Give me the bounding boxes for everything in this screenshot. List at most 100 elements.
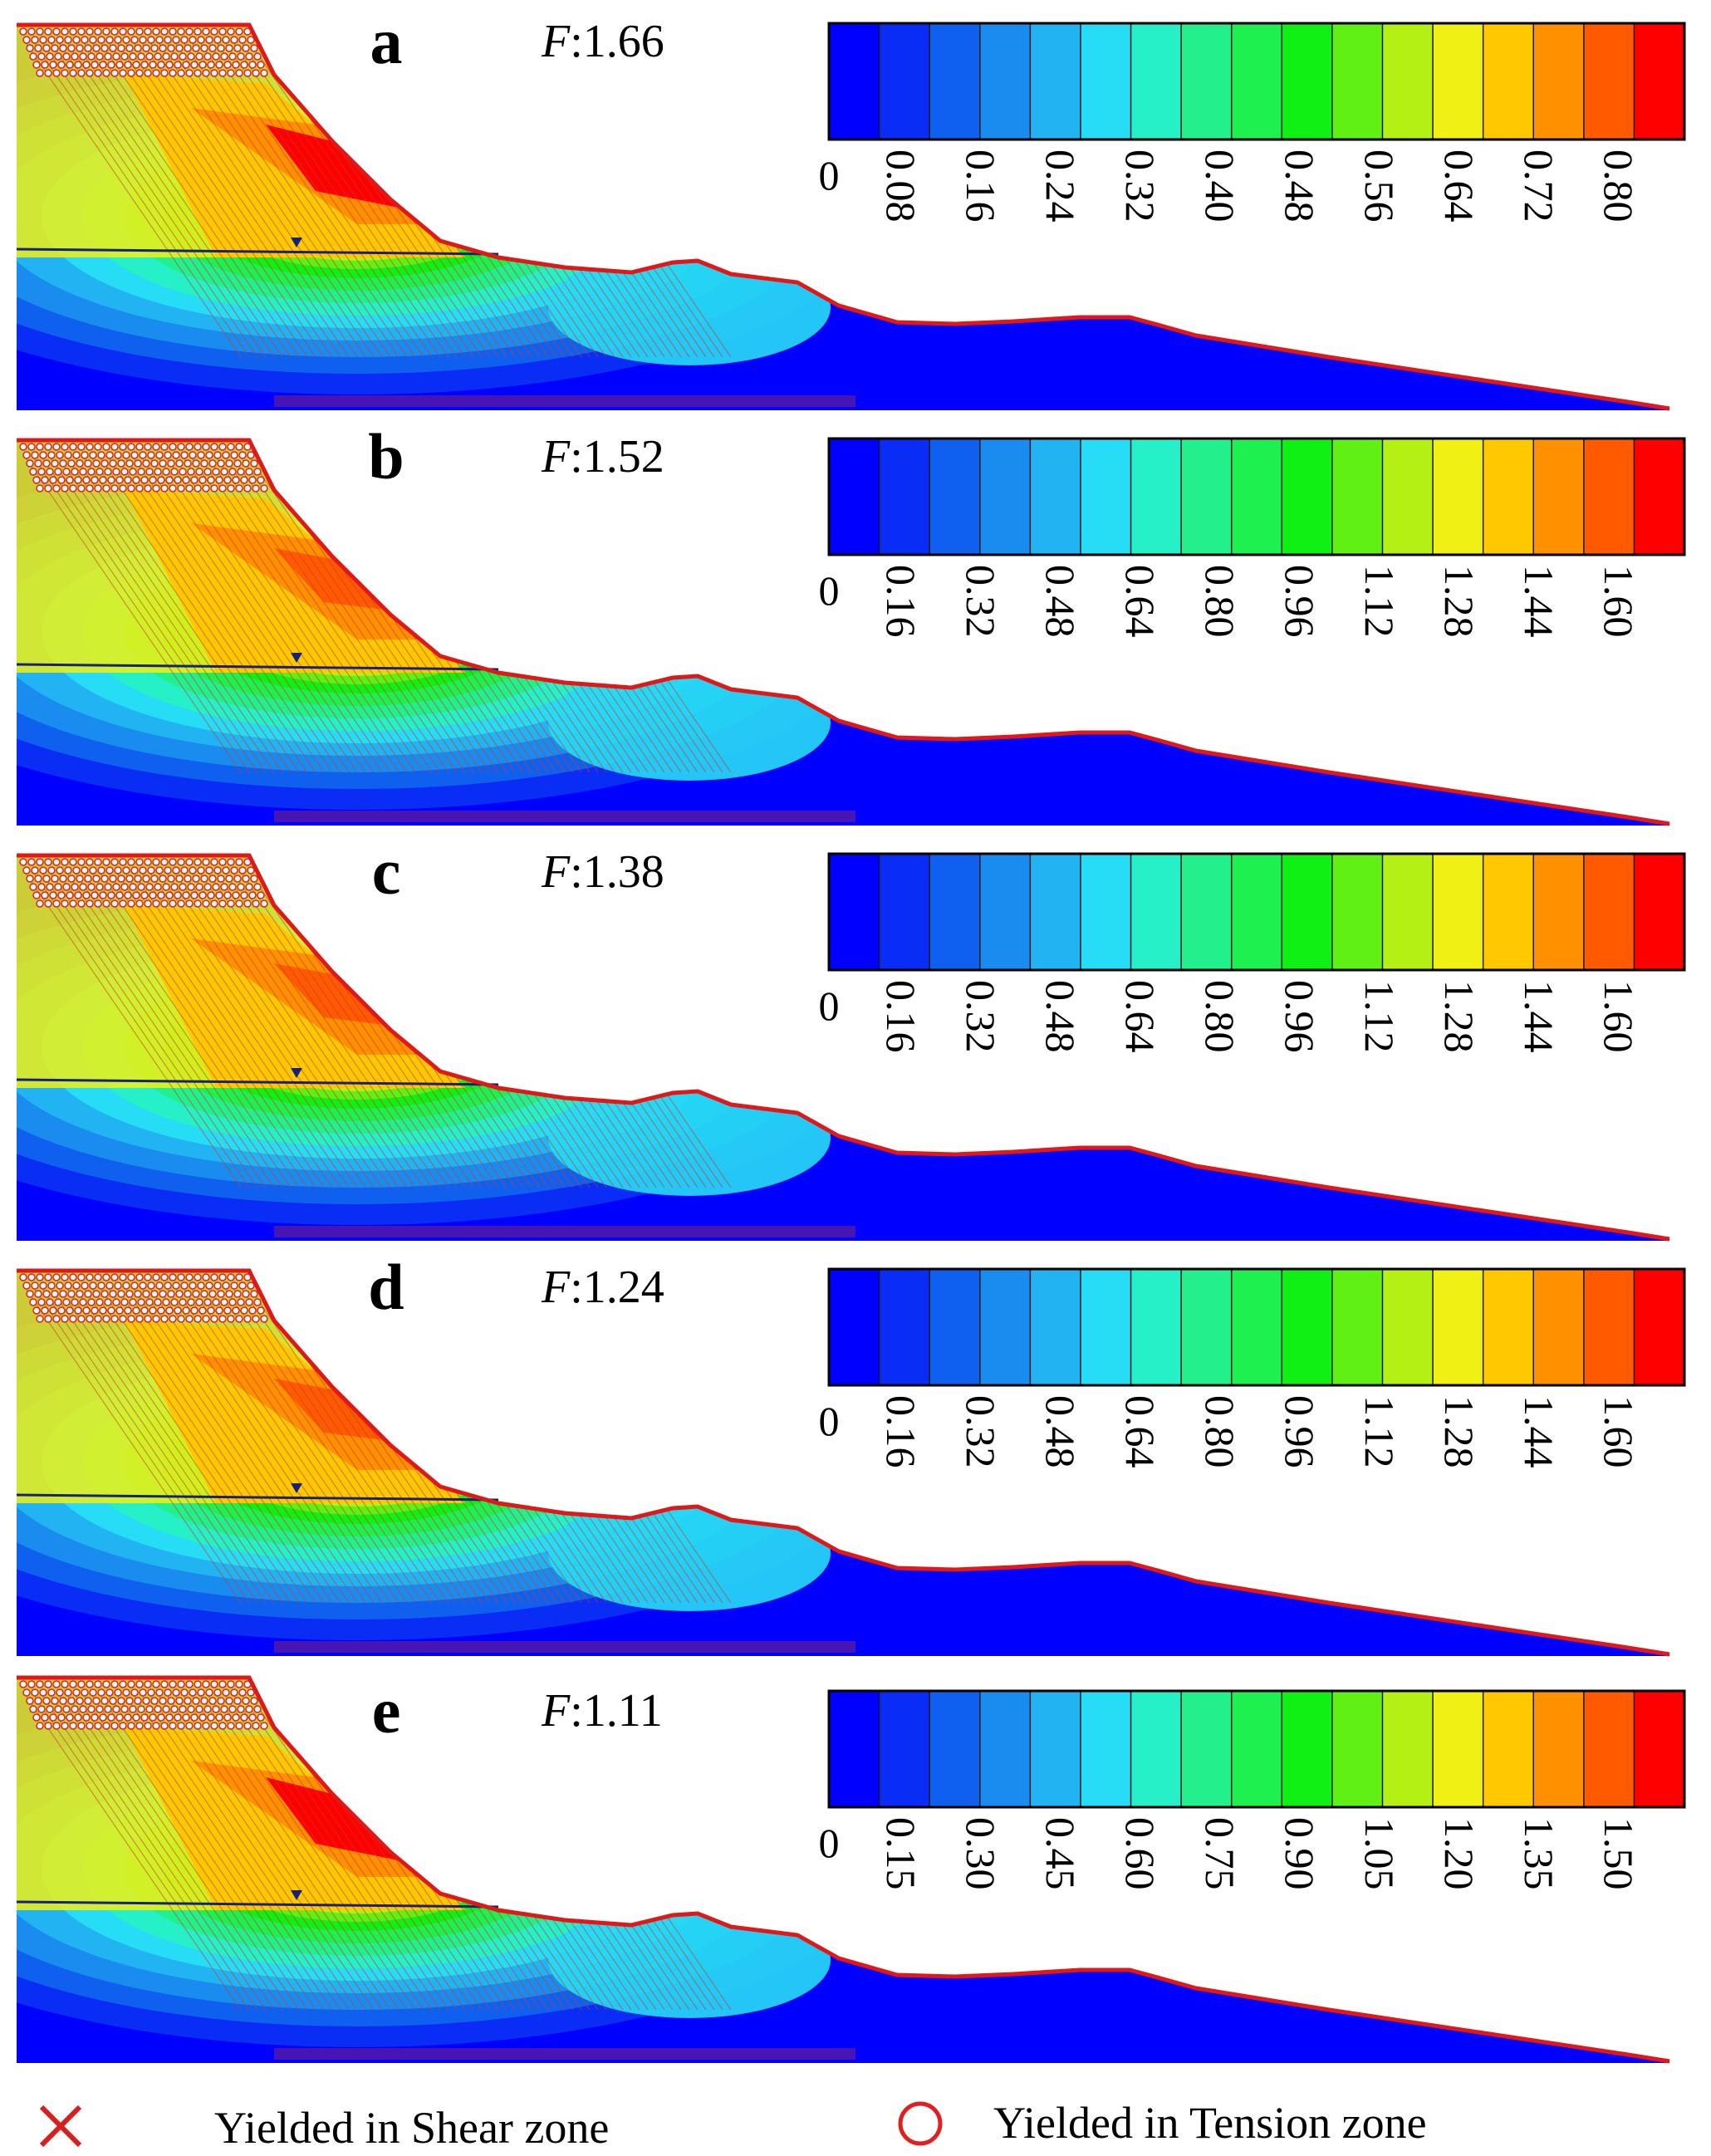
colorbar-tick-label: 0.16: [958, 149, 1004, 223]
tension-zone-marker-icon: [898, 2101, 943, 2146]
colorbar-swatch: [979, 853, 1032, 971]
water-table-line: [16, 663, 499, 671]
colorbar-tick-label: 0.96: [1277, 565, 1323, 638]
panel-letter: a: [370, 5, 403, 77]
colorbar-swatch: [1331, 22, 1384, 140]
colorbar-swatch: [1482, 1690, 1535, 1808]
colorbar-swatch: [1482, 438, 1535, 556]
colorbar: 0 0.16 0.32 0.48 0.64 0.80 0.96 1.12 1.28 1.44 1.6…: [819, 1267, 1686, 1468]
colorbar-tick-label: 0.45: [1037, 1817, 1084, 1890]
panel-letter: e: [372, 1674, 401, 1747]
colorbar-tick-label: 0.32: [958, 1395, 1004, 1468]
colorbar-swatch: [1432, 1268, 1484, 1386]
colorbar-swatch: [1532, 22, 1586, 140]
panel-b: b F:1.52 0 0.16 0.32 0.48 0.64 0.80 0.96 1.12 1.28…: [16, 420, 1686, 826]
colorbar-swatch: [1482, 22, 1535, 140]
colorbar-swatch: [1029, 853, 1082, 971]
colorbar-swatch: [1633, 22, 1686, 140]
colorbar-swatch: [1130, 853, 1183, 971]
water-table-line: [16, 247, 499, 256]
colorbar-swatch: [1230, 853, 1283, 971]
base-shear-band: [274, 811, 856, 822]
colorbar-tick-label: 0.48: [1037, 565, 1084, 638]
colorbar-tick-label: 0.56: [1356, 149, 1403, 223]
colorbar-swatch: [1583, 1690, 1635, 1808]
fos-value: :1.24: [570, 1262, 664, 1313]
colorbar-tick-label: 0.75: [1197, 1817, 1243, 1890]
colorbar: 0 0.16 0.32 0.48 0.64 0.80 0.96 1.12 1.28 1.44 1.6…: [819, 852, 1686, 1053]
colorbar-tick-label: 0.16: [878, 1395, 924, 1468]
colorbar-swatch: [1130, 1690, 1183, 1808]
colorbar-swatch: [929, 438, 982, 556]
colorbar-swatch: [878, 22, 931, 140]
colorbar-tick-label: 0.80: [1197, 980, 1243, 1053]
colorbar-tick-label: 0: [819, 152, 840, 198]
panel-letter: b: [368, 420, 404, 492]
colorbar-tick-label: 1.44: [1516, 565, 1562, 638]
colorbar-tick-label: 1.60: [1596, 1395, 1642, 1468]
fos-symbol: F: [541, 1685, 571, 1737]
colorbar-swatch: [878, 1690, 931, 1808]
fos-value: :1.38: [570, 846, 664, 898]
colorbar-swatch: [1281, 438, 1334, 556]
slope-surface: [17, 438, 1670, 826]
colorbar-tick-label: 0: [819, 982, 840, 1029]
colorbar-tick-label: 0.64: [1436, 149, 1483, 223]
slope-surface: [17, 1675, 1670, 2064]
colorbar-swatch: [1029, 438, 1082, 556]
panel-d: d F:1.24 0 0.16 0.32 0.48 0.64 0.80 0.96 1.12 1.28…: [16, 1251, 1686, 1657]
colorbar-swatch: [1080, 853, 1132, 971]
factor-of-safety: F:1.52: [541, 431, 664, 483]
colorbar-swatch: [979, 1690, 1032, 1808]
colorbar-swatch: [929, 853, 982, 971]
colorbar-swatch: [1080, 1268, 1132, 1386]
colorbar-swatch: [979, 438, 1032, 556]
colorbar: 0 0.16 0.32 0.48 0.64 0.80 0.96 1.12 1.28 1.44 1.6…: [819, 437, 1686, 638]
colorbar-swatch: [1230, 1690, 1283, 1808]
colorbar-swatch: [1532, 853, 1586, 971]
colorbar-swatch: [878, 438, 931, 556]
colorbar-tick-label: 1.12: [1356, 565, 1403, 638]
colorbar-swatch: [1381, 22, 1434, 140]
colorbar-tick-label: 0.48: [1277, 149, 1323, 223]
panel-a: a F:1.66 0 0.08 0.16 0.24 0.32 0.40 0.48 0.56 0.64…: [16, 5, 1686, 411]
colorbar-tick-label: 0.96: [1277, 1395, 1323, 1468]
colorbar-swatch: [1633, 853, 1686, 971]
colorbar-swatch: [1230, 22, 1283, 140]
colorbar-swatch: [1281, 853, 1334, 971]
tension-yield-markers: [19, 1680, 268, 1730]
colorbar-swatch: [1080, 1690, 1132, 1808]
colorbar-swatch: [1331, 1690, 1384, 1808]
colorbar-swatch: [1180, 22, 1233, 140]
colorbar-tick-label: 0.16: [878, 980, 924, 1053]
colorbar-swatch: [1180, 853, 1233, 971]
colorbar-swatch: [1281, 22, 1334, 140]
colorbar-swatch: [1482, 1268, 1535, 1386]
colorbar-swatch: [1180, 1690, 1233, 1808]
colorbar-swatch: [828, 853, 880, 971]
fos-symbol: F: [541, 846, 571, 898]
panels-group: a F:1.660 0.08 0.16 0.24 0.32 0.40 0.48 0.56 0.64…: [16, 5, 1686, 2064]
colorbar-swatch: [1029, 22, 1082, 140]
colorbar-swatch: [828, 438, 880, 556]
colorbar-tick-label: 0.24: [1037, 149, 1084, 223]
colorbar-tick-label: 0.08: [878, 149, 924, 223]
colorbar-swatch: [1432, 853, 1484, 971]
colorbar-swatch: [1532, 438, 1586, 556]
tension-yield-markers: [19, 27, 268, 77]
colorbar-swatch: [929, 22, 982, 140]
colorbar-tick-label: 0: [819, 1820, 840, 1866]
colorbar-tick-label: 0.16: [878, 565, 924, 638]
slope-surface: [17, 1268, 1670, 1657]
colorbar-tick-label: 0.32: [1117, 149, 1164, 223]
tension-yield-markers: [19, 1273, 268, 1323]
colorbar-swatch: [979, 22, 1032, 140]
colorbar-swatch: [1331, 438, 1384, 556]
water-table-line: [16, 1493, 499, 1502]
tension-zone-label: Yielded in Tension zone: [993, 2098, 1427, 2148]
colorbar-swatch: [1381, 853, 1434, 971]
colorbar-swatch: [1281, 1690, 1334, 1808]
colorbar-swatch: [1583, 853, 1635, 971]
colorbar-swatch: [1080, 22, 1132, 140]
